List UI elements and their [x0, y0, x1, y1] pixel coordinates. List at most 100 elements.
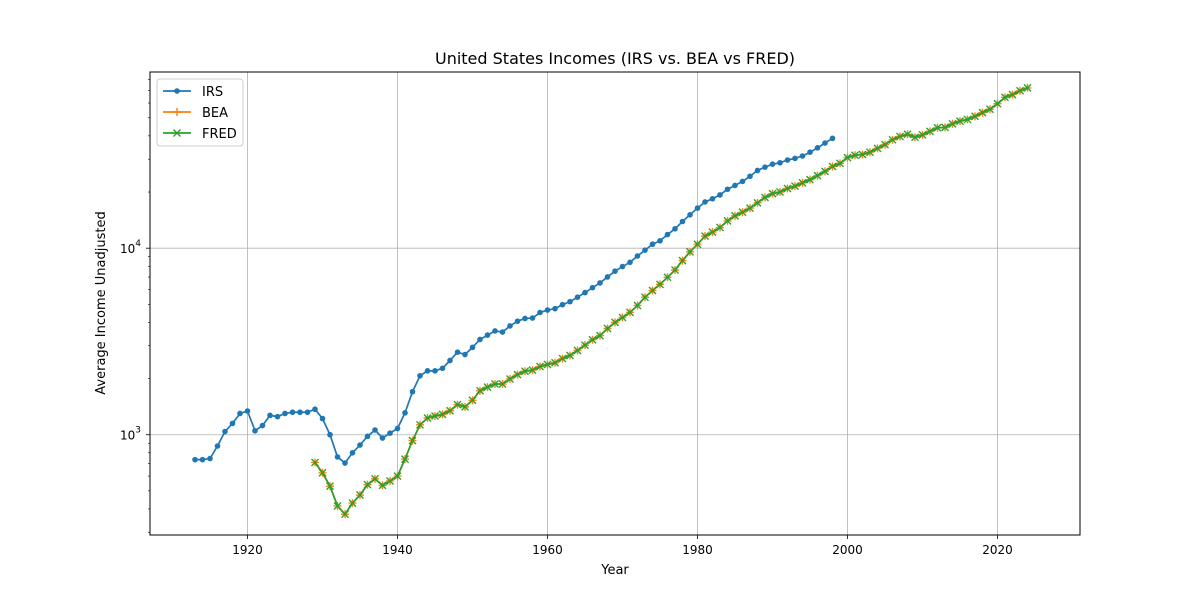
data-point-fred: [543, 360, 552, 369]
y-tick-label: 104: [120, 239, 141, 256]
data-point-fred: [1001, 93, 1009, 102]
data-point-irs: [349, 449, 356, 456]
data-point-fred: [768, 189, 777, 198]
data-point-fred: [423, 413, 432, 422]
data-point-irs: [387, 430, 393, 436]
data-point-irs: [597, 280, 603, 286]
data-point-fred: [911, 133, 919, 142]
data-point-fred: [933, 123, 942, 132]
data-point-irs: [574, 294, 581, 301]
data-point-irs: [769, 161, 776, 167]
y-axis-label: Average Income Unadjusted: [94, 211, 109, 394]
data-point-fred: [438, 410, 447, 419]
data-point-irs: [762, 164, 768, 170]
data-point-fred: [881, 140, 889, 149]
data-point-fred: [723, 216, 732, 225]
data-point-irs: [244, 408, 251, 414]
data-point-irs: [739, 178, 746, 185]
data-point-irs: [822, 140, 828, 146]
data-point-fred: [986, 105, 994, 114]
y-axis: 103 104: [120, 79, 150, 533]
data-point-irs: [807, 149, 813, 155]
data-point-irs: [799, 153, 806, 159]
data-point-irs: [544, 307, 551, 313]
data-point-fred: [746, 204, 754, 213]
data-point-fred: [341, 510, 349, 519]
data-point-fred: [491, 380, 499, 389]
data-point-irs: [754, 167, 761, 174]
data-point-fred: [408, 436, 417, 445]
x-tick-label: 1940: [382, 543, 413, 557]
data-point-fred: [761, 193, 769, 202]
legend-label-irs: IRS: [202, 85, 223, 100]
data-point-irs: [462, 351, 468, 358]
data-point-fred: [873, 144, 882, 153]
data-point-fred: [551, 358, 559, 367]
data-point-irs: [627, 259, 633, 266]
data-point-fred: [311, 458, 319, 467]
data-point-fred: [828, 162, 837, 171]
data-point-fred: [731, 211, 739, 220]
data-point-fred: [356, 491, 364, 500]
x-tick-label: 1920: [232, 543, 263, 557]
data-point-irs: [394, 425, 401, 432]
data-point-fred: [461, 402, 469, 411]
data-point-irs: [484, 332, 491, 338]
data-point-fred: [783, 184, 792, 193]
data-point-fred: [506, 374, 514, 383]
data-point-irs: [447, 357, 453, 364]
data-point-irs: [402, 410, 408, 416]
data-point-fred: [1008, 90, 1017, 99]
data-point-irs: [342, 460, 348, 466]
data-point-irs: [192, 456, 198, 463]
data-point-fred: [956, 117, 964, 126]
data-point-irs: [589, 284, 596, 291]
data-point-fred: [521, 367, 529, 376]
data-point-irs: [334, 454, 341, 460]
legend-marker-irs: [174, 88, 180, 94]
data-point-irs: [829, 135, 836, 142]
data-point-fred: [836, 159, 844, 168]
data-point-fred: [393, 472, 402, 481]
data-point-irs: [229, 420, 236, 427]
data-point-fred: [926, 127, 934, 136]
data-point-fred: [686, 247, 694, 256]
grid: [150, 72, 1080, 535]
data-point-fred: [528, 366, 537, 375]
data-point-fred: [618, 313, 627, 322]
data-point-fred: [498, 380, 507, 389]
data-point-fred: [536, 362, 544, 371]
data-point-fred: [573, 346, 582, 355]
data-point-fred: [806, 175, 814, 184]
data-point-irs: [694, 205, 701, 211]
data-point-fred: [656, 280, 664, 289]
data-point-irs: [327, 431, 333, 438]
data-point-fred: [798, 178, 807, 187]
data-point-fred: [348, 499, 357, 508]
series-fred: [311, 83, 1032, 519]
data-point-irs: [267, 412, 273, 419]
data-point-irs: [252, 427, 258, 434]
data-point-fred: [858, 150, 867, 159]
x-tick-label: 2020: [982, 543, 1013, 557]
y-tick-label: 103: [120, 426, 141, 443]
data-point-fred: [363, 480, 372, 489]
data-point-irs: [687, 211, 693, 218]
data-point-irs: [259, 422, 266, 429]
data-point-irs: [319, 415, 326, 422]
data-point-irs: [567, 298, 573, 305]
data-point-irs: [792, 155, 798, 162]
data-point-fred: [821, 167, 829, 176]
data-point-fred: [866, 148, 874, 157]
data-point-fred: [401, 455, 409, 464]
data-point-fred: [378, 481, 387, 490]
data-point-irs: [784, 157, 791, 163]
data-point-irs: [297, 409, 303, 416]
data-point-fred: [888, 135, 897, 144]
data-point-irs: [379, 435, 386, 441]
data-point-fred: [918, 130, 927, 139]
data-point-fred: [701, 232, 709, 241]
data-point-irs: [237, 410, 243, 417]
data-point-fred: [648, 286, 657, 295]
data-point-irs: [357, 442, 363, 448]
